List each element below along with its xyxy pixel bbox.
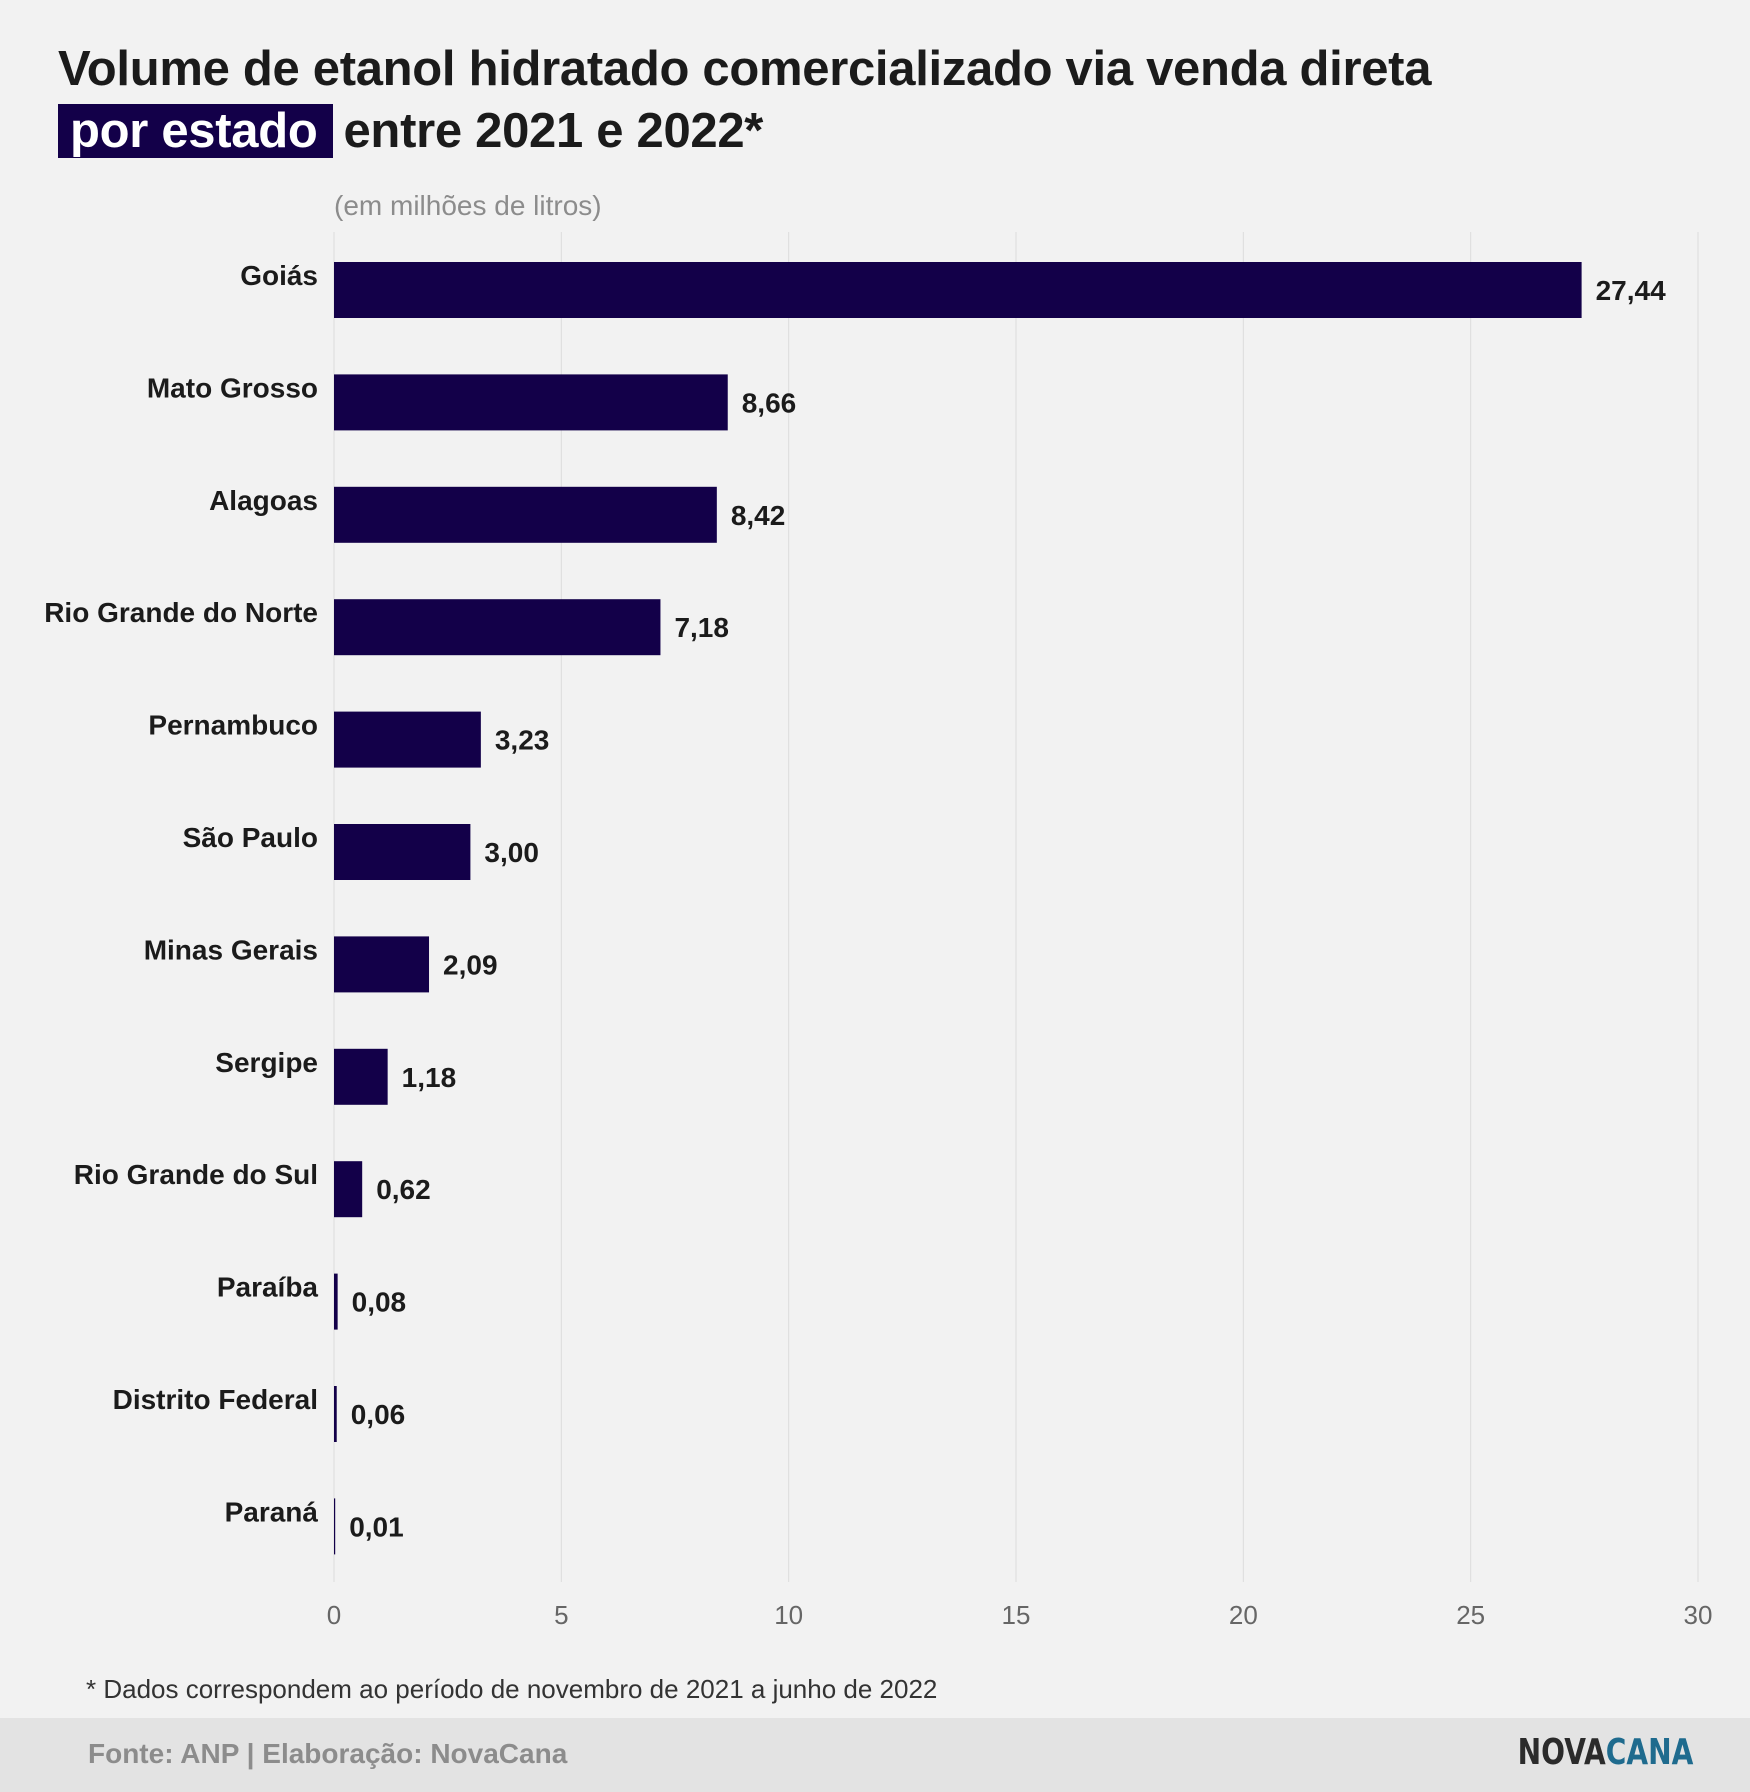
bar — [334, 1498, 336, 1555]
value-label: 0,08 — [352, 1287, 407, 1318]
x-tick-label: 15 — [1002, 1600, 1031, 1630]
bar — [334, 262, 1582, 318]
category-label: São Paulo — [183, 822, 318, 853]
footnote: * Dados correspondem ao período de novem… — [86, 1674, 938, 1704]
title-line-1: Volume de etanol hidratado comercializad… — [58, 42, 1432, 96]
value-label: 27,44 — [1596, 275, 1666, 306]
footer: Fonte: ANP | Elaboração: NovaCana NOVACA… — [0, 1718, 1750, 1792]
bar — [334, 1386, 337, 1442]
category-label: Minas Gerais — [144, 934, 318, 965]
bar — [334, 1048, 388, 1105]
grid-lines — [333, 232, 1699, 1582]
category-label: Rio Grande do Sul — [74, 1159, 318, 1190]
novacana-logo: NOVACANA — [1517, 1732, 1693, 1773]
x-tick-label: 5 — [554, 1600, 568, 1630]
x-tick-label: 0 — [327, 1600, 341, 1630]
bars — [334, 262, 1582, 1555]
chart-subtitle: (em milhões de litros) — [334, 190, 602, 221]
category-label: Goiás — [240, 260, 318, 291]
value-label: 7,18 — [674, 612, 729, 643]
bar — [334, 1161, 363, 1218]
logo-part-1: NOVA — [1517, 1732, 1606, 1773]
x-tick-label: 10 — [774, 1600, 803, 1630]
value-label: 1,18 — [402, 1062, 457, 1093]
logo-part-2: CANA — [1605, 1732, 1693, 1773]
value-label: 0,01 — [349, 1511, 404, 1542]
chart-title: Volume de etanol hidratado comercializad… — [58, 38, 1698, 162]
bar — [334, 1273, 338, 1330]
category-label: Alagoas — [209, 485, 318, 516]
category-label: Rio Grande do Norte — [44, 597, 318, 628]
title-highlight: por estado — [58, 104, 334, 158]
bar — [334, 936, 430, 993]
bar-chart: 0 5 10 15 20 25 30 Goiás 27,44 Mato Grosso 8,66 Ala… — [44, 232, 1712, 1630]
bar — [334, 486, 717, 543]
bar — [334, 374, 728, 431]
x-tick-label: 20 — [1229, 1600, 1258, 1630]
labels: 0 5 10 15 20 25 30 Goiás 27,44 Mato Grosso 8,66 Ala… — [44, 260, 1712, 1630]
title-line-2-rest: entre 2021 e 2022* — [343, 104, 764, 158]
bar — [334, 824, 471, 880]
category-label: Mato Grosso — [147, 372, 318, 403]
category-label: Distrito Federal — [113, 1384, 318, 1415]
value-label: 0,06 — [351, 1399, 406, 1430]
x-tick-label: 30 — [1684, 1600, 1713, 1630]
source-credit: Fonte: ANP | Elaboração: NovaCana — [88, 1738, 568, 1769]
category-label: Sergipe — [215, 1047, 318, 1078]
value-label: 8,42 — [731, 500, 786, 531]
value-label: 3,00 — [484, 837, 539, 868]
bar — [334, 599, 661, 656]
value-label: 8,66 — [742, 387, 797, 418]
x-tick-label: 25 — [1456, 1600, 1485, 1630]
category-label: Paraná — [225, 1496, 319, 1527]
value-label: 2,09 — [443, 949, 498, 980]
value-label: 3,23 — [495, 725, 549, 756]
bar — [334, 711, 481, 768]
category-label: Paraíba — [217, 1272, 319, 1303]
value-label: 0,62 — [376, 1174, 431, 1205]
category-label: Pernambuco — [148, 710, 318, 741]
title-line-2: por estado entre 2021 e 2022* — [58, 100, 1698, 162]
